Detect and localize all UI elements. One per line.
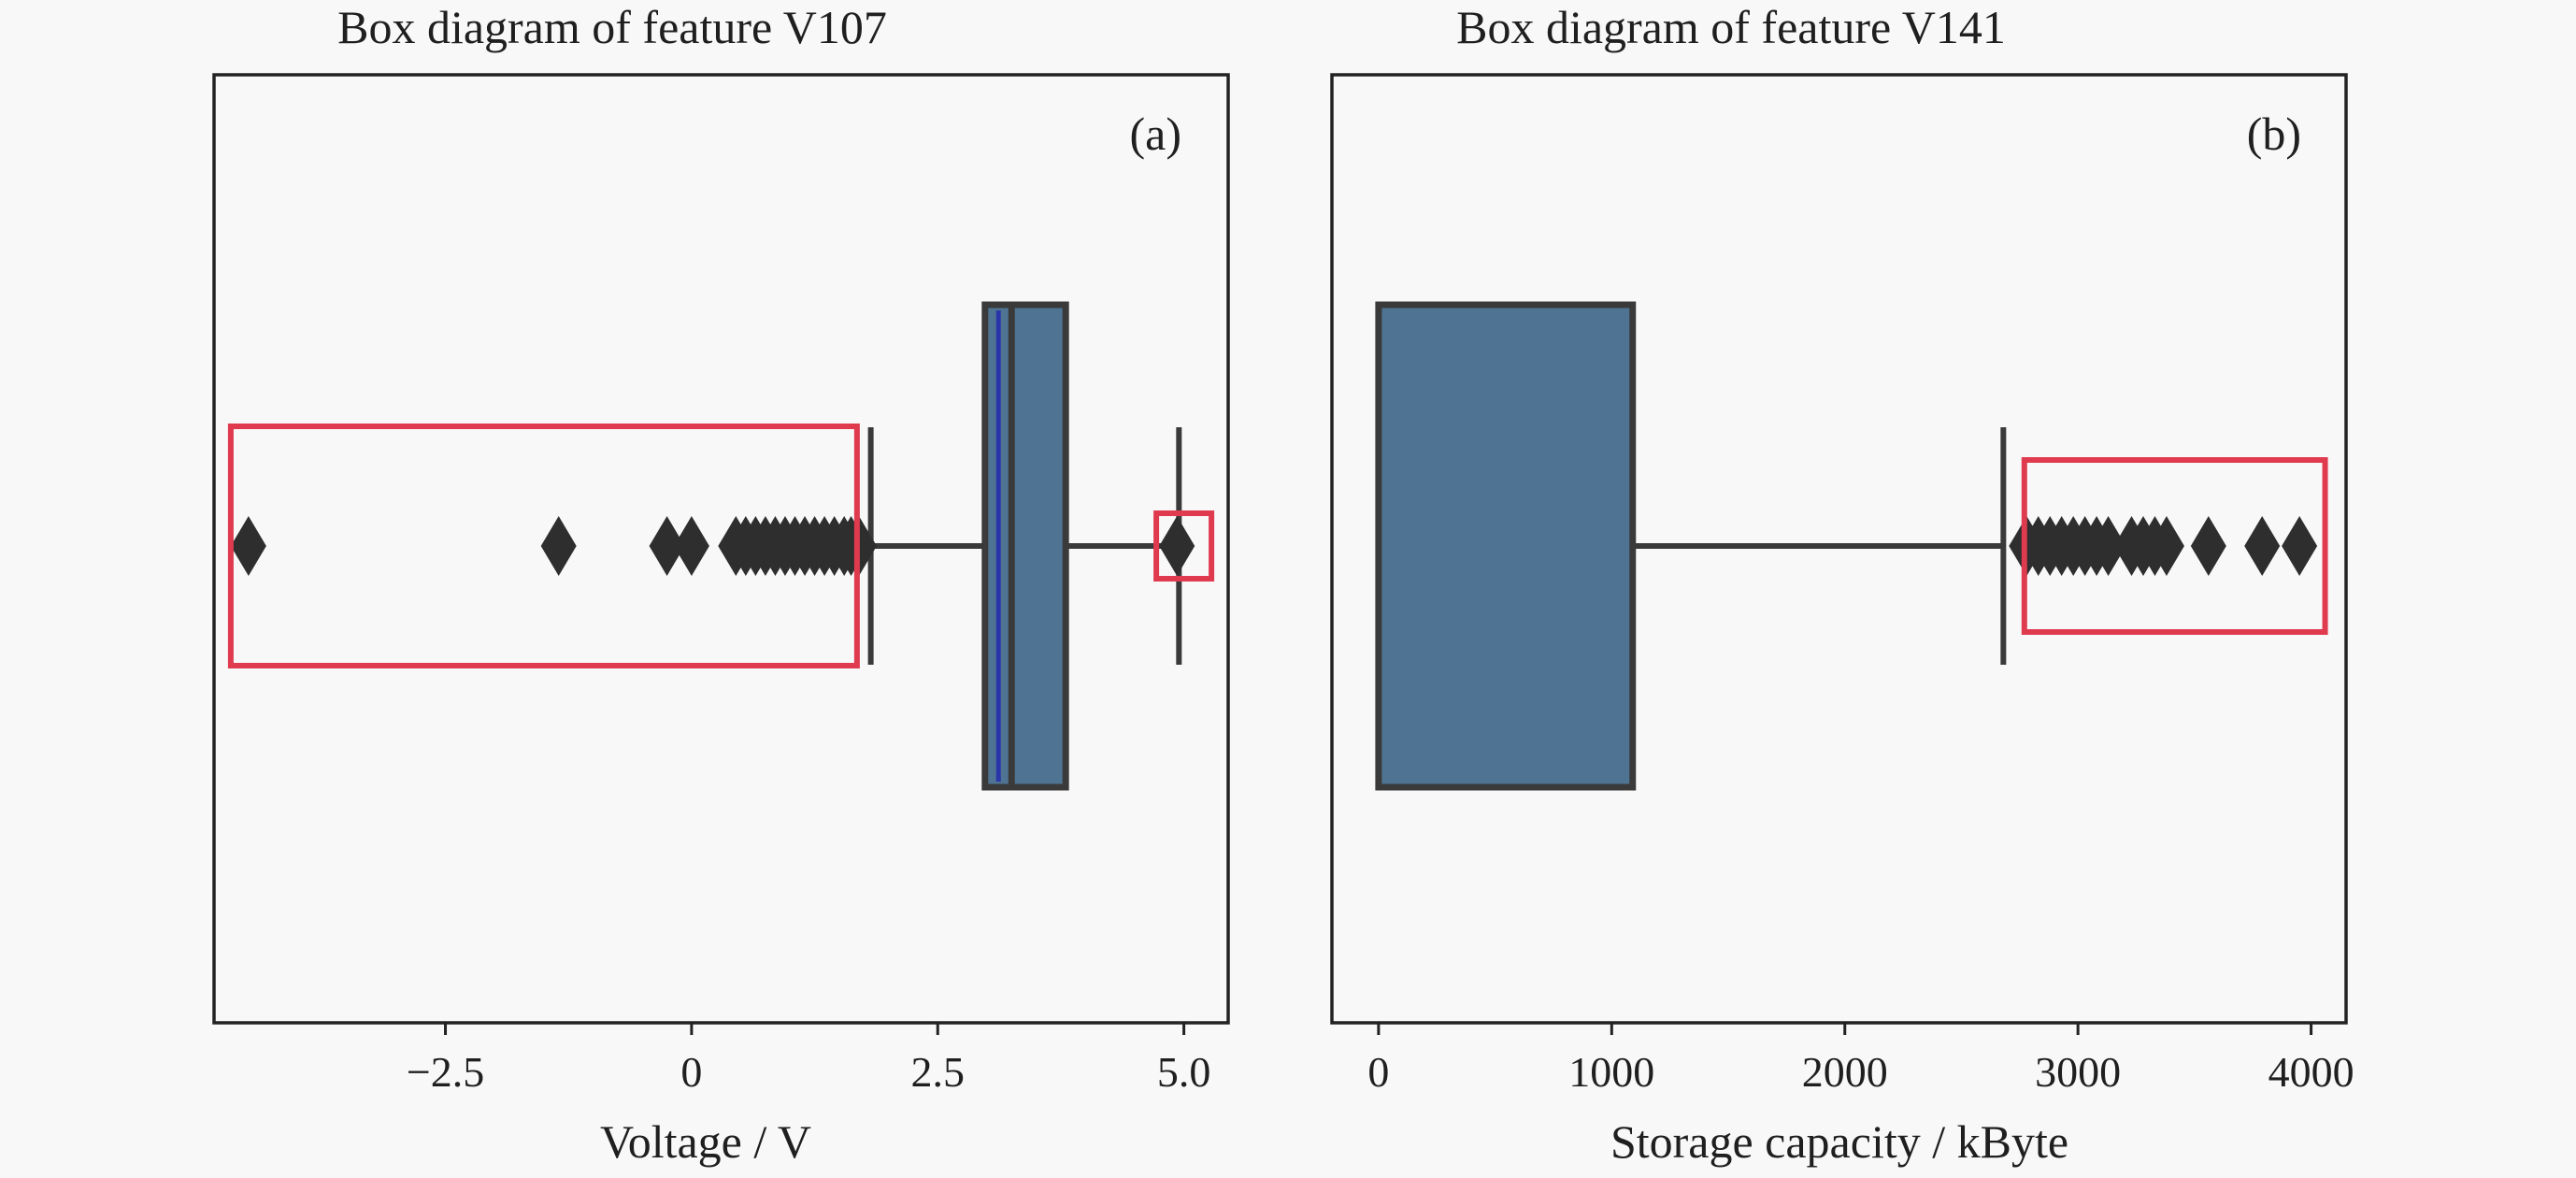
- panel-b-x-axis-label: Storage capacity / kByte: [1610, 1115, 2068, 1168]
- panel-b-outlier-point: [2244, 516, 2281, 576]
- panel-a-outlier-point: [649, 516, 685, 576]
- panel-a: Box diagram of feature V107 (a) −2.5 0 2.5…: [212, 1, 1230, 1168]
- panel-a-outlier-highlight-box: [1153, 510, 1215, 582]
- panel-b-outlier-highlight-box: [2021, 457, 2328, 635]
- panel-b-x-tick-label: 0: [1367, 1048, 1389, 1096]
- panel-a-outliers: [230, 516, 1195, 576]
- panel-b-box-plot: [1375, 301, 2007, 791]
- panel-a-x-tick-label: −2.5: [407, 1048, 484, 1096]
- panel-b-iqr-box: [1375, 301, 1637, 791]
- panel-a-x-tick-label: 2.5: [910, 1048, 965, 1096]
- panel-b-title: Box diagram of feature V141: [1456, 1, 2006, 53]
- panel-b-outliers: [2009, 516, 2318, 576]
- panel-a-outlier-point: [230, 516, 266, 576]
- panel-b-outlier-point: [2090, 516, 2126, 576]
- panel-b-outlier-point: [2148, 516, 2184, 576]
- panel-b: Box diagram of feature V141 (b) 0 1000 200…: [1330, 1, 2354, 1168]
- panel-a-x-tick-label: 0: [680, 1048, 702, 1096]
- panel-a-outlier-point: [673, 516, 709, 576]
- panel-a-x-ticks: −2.5 0 2.5 5.0: [407, 1023, 1211, 1096]
- panel-b-x-tick-label: 2000: [1802, 1048, 1888, 1096]
- panel-b-outlier-point: [2190, 516, 2226, 576]
- panel-b-label: (b): [2247, 108, 2301, 160]
- panel-a-box-plot: [867, 301, 1182, 791]
- panel-b-x-tick-label: 1000: [1568, 1048, 1654, 1096]
- panel-a-x-axis-label: Voltage / V: [600, 1115, 811, 1168]
- panel-a-highlights: [227, 424, 1215, 668]
- panel-b-x-tick-label: 4000: [2268, 1048, 2354, 1096]
- panel-b-outlier-point: [2282, 516, 2318, 576]
- panel-a-outlier-highlight-box: [227, 424, 860, 668]
- panel-a-x-tick-label: 5.0: [1157, 1048, 1211, 1096]
- panel-a-label: (a): [1130, 108, 1182, 160]
- panel-a-outlier-point: [540, 516, 577, 576]
- panel-a-title: Box diagram of feature V107: [337, 1, 887, 53]
- panel-b-highlights: [2021, 457, 2328, 635]
- panel-b-plot-frame: [1330, 73, 2348, 1025]
- panel-b-x-ticks: 0 1000 2000 3000 4000: [1367, 1023, 2354, 1096]
- panel-b-x-tick-label: 3000: [2035, 1048, 2121, 1096]
- panel-a-plot-frame: [212, 73, 1230, 1025]
- panel-a-outlier-point: [1159, 516, 1195, 576]
